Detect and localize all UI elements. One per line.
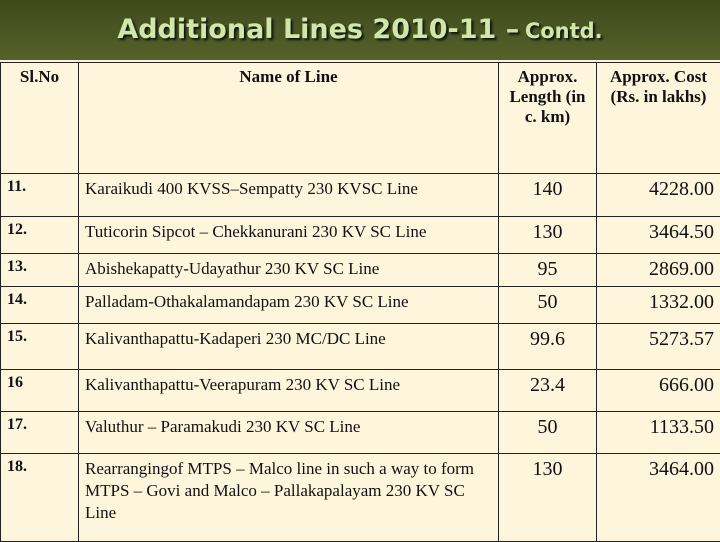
cost: 2869.00	[597, 254, 720, 287]
length: 140	[499, 174, 597, 217]
cost: 3464.00	[597, 454, 720, 542]
length: 130	[499, 454, 597, 542]
length: 130	[499, 217, 597, 254]
serial-number: 15.	[1, 324, 79, 370]
column-header: Approx. Length (in c. km)	[499, 63, 597, 174]
title-note: Contd.	[525, 19, 603, 43]
line-name: Abishekapatty-Udayathur 230 KV SC Line	[79, 254, 499, 287]
title-bar: Additional Lines 2010-11 – Contd.	[0, 0, 720, 60]
line-name: Kalivanthapattu-Kadaperi 230 MC/DC Line	[79, 324, 499, 370]
line-name: Karaikudi 400 KVSS–Sempatty 230 KVSC Lin…	[79, 174, 499, 217]
table-row: 15.Kalivanthapattu-Kadaperi 230 MC/DC Li…	[1, 324, 720, 370]
serial-number: 12.	[1, 217, 79, 254]
length: 95	[499, 254, 597, 287]
line-name: Palladam-Othakalamandapam 230 KV SC Line	[79, 287, 499, 324]
table-row: 18.Rearrangingof MTPS – Malco line in su…	[1, 454, 720, 542]
cost: 666.00	[597, 370, 720, 412]
length: 50	[499, 412, 597, 454]
cost: 1332.00	[597, 287, 720, 324]
serial-number: 14.	[1, 287, 79, 324]
line-name: Kalivanthapattu-Veerapuram 230 KV SC Lin…	[79, 370, 499, 412]
length: 50	[499, 287, 597, 324]
serial-number: 18.	[1, 454, 79, 542]
title-main: Additional Lines 2010-11 –	[117, 14, 519, 45]
cost: 4228.00	[597, 174, 720, 217]
table-row: 12.Tuticorin Sipcot – Chekkanurani 230 K…	[1, 217, 720, 254]
table-body: 11.Karaikudi 400 KVSS–Sempatty 230 KVSC …	[1, 174, 720, 542]
serial-number: 11.	[1, 174, 79, 217]
cost: 5273.57	[597, 324, 720, 370]
length: 23.4	[499, 370, 597, 412]
column-header: Approx. Cost (Rs. in lakhs)	[597, 63, 720, 174]
column-header: Sl.No	[1, 63, 79, 174]
length: 99.6	[499, 324, 597, 370]
serial-number: 13.	[1, 254, 79, 287]
title: Additional Lines 2010-11 – Contd.	[0, 14, 720, 45]
line-name: Valuthur – Paramakudi 230 KV SC Line	[79, 412, 499, 454]
cost: 3464.50	[597, 217, 720, 254]
table-row: 11.Karaikudi 400 KVSS–Sempatty 230 KVSC …	[1, 174, 720, 217]
serial-number: 16	[1, 370, 79, 412]
line-name: Rearrangingof MTPS – Malco line in such …	[79, 454, 499, 542]
table-row: 14.Palladam-Othakalamandapam 230 KV SC L…	[1, 287, 720, 324]
cost: 1133.50	[597, 412, 720, 454]
serial-number: 17.	[1, 412, 79, 454]
column-header: Name of Line	[79, 63, 499, 174]
table-row: 13.Abishekapatty-Udayathur 230 KV SC Lin…	[1, 254, 720, 287]
line-name: Tuticorin Sipcot – Chekkanurani 230 KV S…	[79, 217, 499, 254]
